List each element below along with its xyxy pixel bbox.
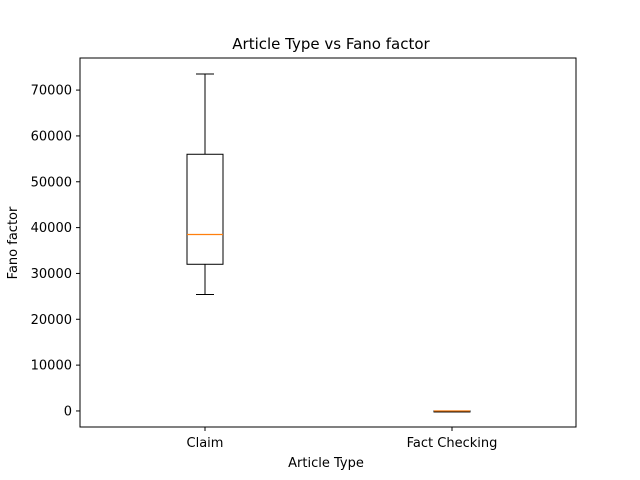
y-tick-label: 20000 [31,313,72,328]
box-iqr [186,153,224,265]
x-axis-ticks: Claim Fact Checking [187,427,498,451]
y-tick-label: 40000 [31,221,72,236]
axes-frame [79,57,577,428]
y-tick-label: 10000 [31,359,72,374]
y-tick-label: 30000 [31,267,72,282]
x-tick-label: Fact Checking [407,436,498,451]
x-tick-label: Claim [187,436,224,451]
plot-area [186,73,471,413]
x-axis-label: Article Type [288,456,364,471]
y-axis-ticks: 0 10000 20000 30000 40000 50000 60000 70000 [31,84,80,419]
y-tick-label: 50000 [31,175,72,190]
y-tick-label: 70000 [31,84,72,99]
y-tick-label: 0 [64,404,72,419]
y-axis-label: Fano factor [6,206,21,279]
box-fact-checking [433,410,471,413]
y-tick-label: 60000 [31,129,72,144]
chart-title: Article Type vs Fano factor [232,35,430,53]
box-claim [186,73,224,296]
